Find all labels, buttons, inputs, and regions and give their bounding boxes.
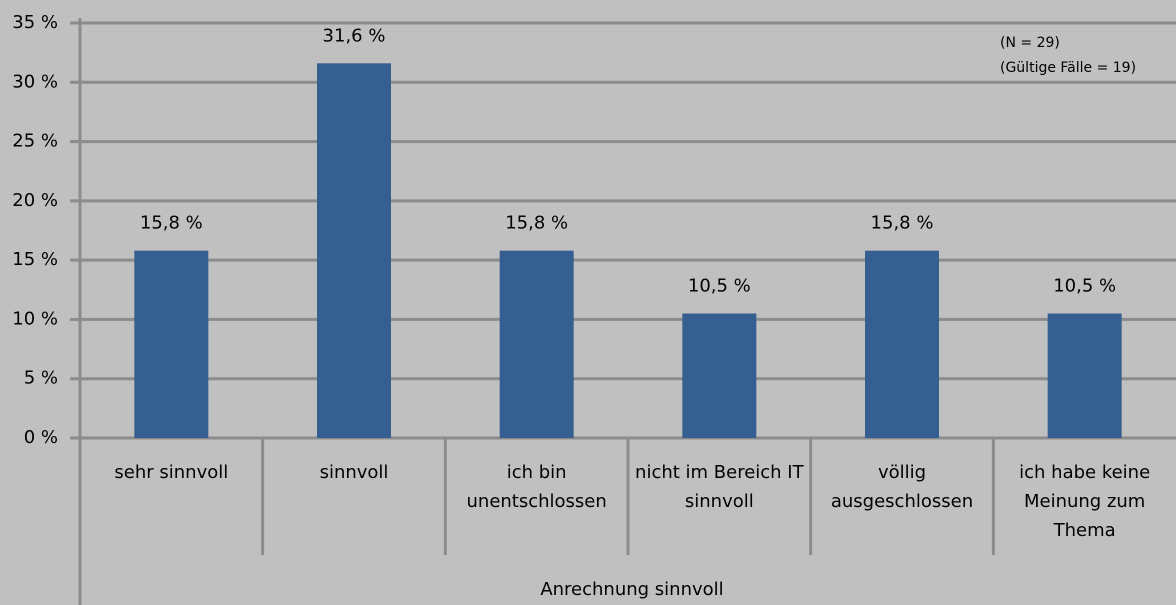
bar xyxy=(682,313,757,438)
x-axis-label: Anrechnung sinnvoll xyxy=(540,579,723,600)
data-label: 15,8 % xyxy=(871,213,934,234)
annotation: (Gültige Fälle = 19) xyxy=(1000,60,1136,76)
annotation: (N = 29) xyxy=(1000,35,1060,51)
y-tick-label: 10 % xyxy=(12,308,58,329)
x-tick-label: sinnvoll xyxy=(319,462,389,483)
bar xyxy=(1047,313,1122,438)
x-tick-label: sehr sinnvoll xyxy=(114,462,229,483)
data-label: 10,5 % xyxy=(688,276,751,297)
x-tick-label: ich bin unentschlossen xyxy=(466,462,607,512)
bar xyxy=(317,63,391,439)
y-tick-label: 35 % xyxy=(12,12,58,33)
y-tick-label: 5 % xyxy=(24,368,58,389)
data-label: 10,5 % xyxy=(1053,276,1116,297)
data-label: 31,6 % xyxy=(323,25,386,46)
data-label: 15,8 % xyxy=(140,213,203,234)
x-tick-label: völlig ausgeschlossen xyxy=(830,462,974,512)
data-label: 15,8 % xyxy=(505,213,568,234)
y-tick-label: 0 % xyxy=(24,427,58,448)
y-tick-label: 25 % xyxy=(12,131,58,152)
bar xyxy=(499,250,574,438)
x-tick-label: nicht im Bereich IT sinnvoll xyxy=(635,462,804,512)
y-tick-label: 20 % xyxy=(12,190,58,211)
bar xyxy=(134,250,209,438)
y-tick-label: 15 % xyxy=(12,249,58,270)
y-tick-label: 30 % xyxy=(12,71,58,92)
x-tick-label: ich habe keine Meinung zum Thema xyxy=(1019,462,1151,541)
bar xyxy=(865,250,939,438)
